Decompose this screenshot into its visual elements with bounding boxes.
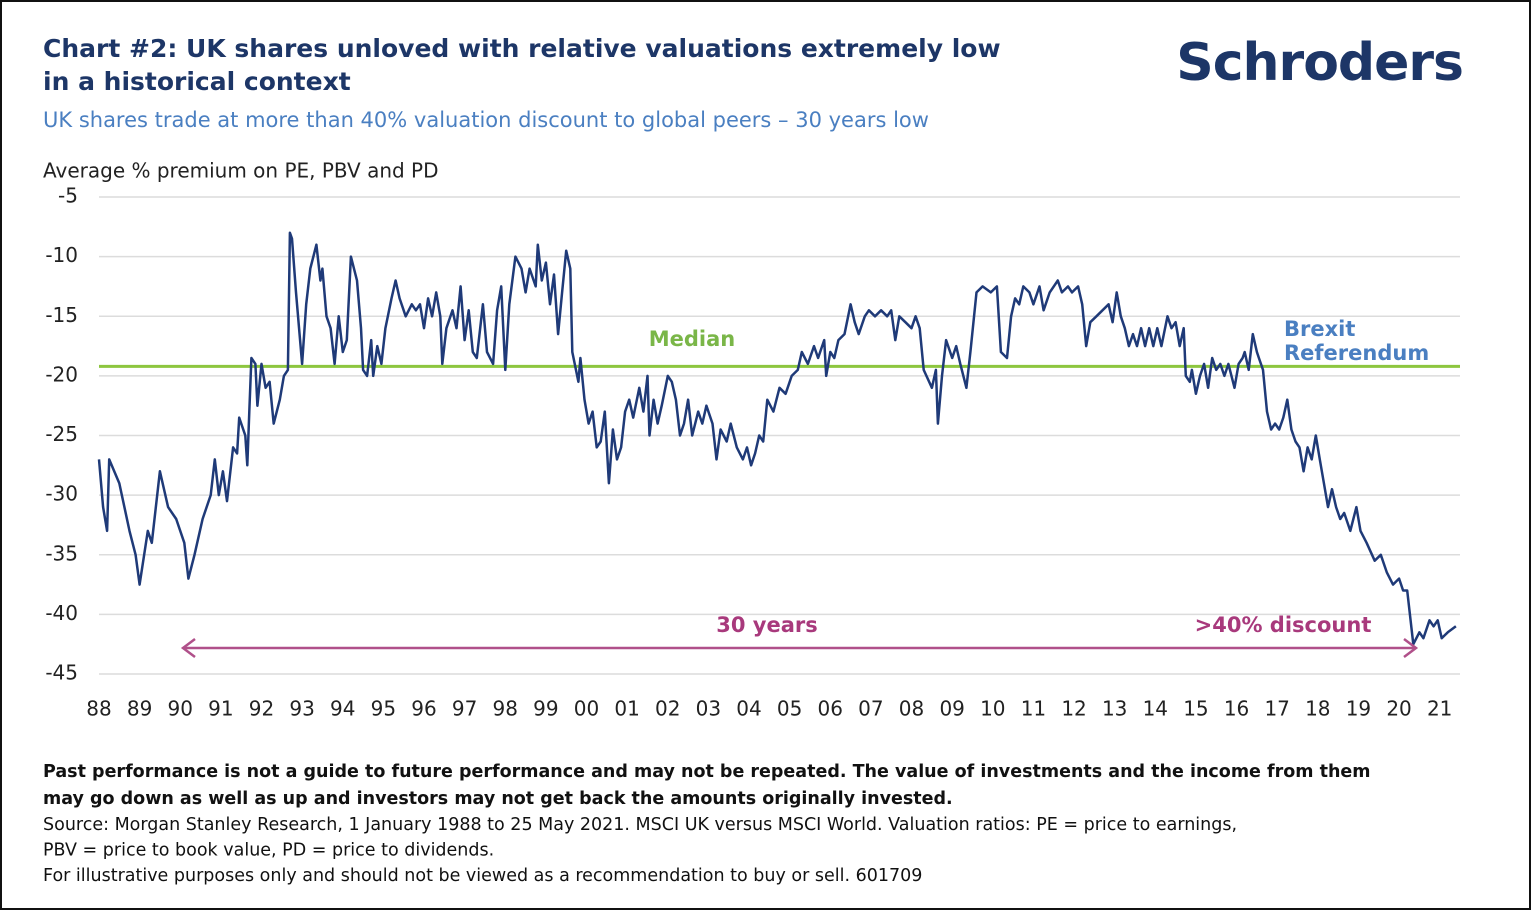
annotation: >40% discount <box>1195 613 1372 637</box>
x-tick-label: 00 <box>574 697 599 721</box>
chart-title: Chart #2: UK shares unloved with relativ… <box>43 34 1001 63</box>
source-note: PBV = price to book value, PD = price to… <box>43 841 494 861</box>
x-tick-label: 04 <box>736 697 761 721</box>
disclaimer: may go down as well as up and investors … <box>43 789 953 809</box>
arrow-head <box>180 638 196 658</box>
x-tick-label: 05 <box>777 697 802 721</box>
x-tick-label: 10 <box>980 697 1005 721</box>
y-tick-label: -25 <box>45 422 78 446</box>
x-tick-label: 94 <box>330 697 355 721</box>
x-tick-label: 12 <box>1061 697 1086 721</box>
x-tick-label: 16 <box>1224 697 1249 721</box>
subtitle: UK shares trade at more than 40% valuati… <box>43 108 929 132</box>
x-tick-label: 18 <box>1305 697 1330 721</box>
chart-title: in a historical context <box>43 67 351 96</box>
y-tick-label: -10 <box>45 243 78 267</box>
x-tick-label: 17 <box>1264 697 1289 721</box>
x-tick-label: 09 <box>939 697 964 721</box>
x-tick-label: 92 <box>249 697 274 721</box>
y-tick-label: -5 <box>58 184 78 208</box>
annotation: Referendum <box>1284 341 1429 365</box>
x-tick-label: 88 <box>86 697 111 721</box>
x-tick-label: 98 <box>493 697 518 721</box>
data-line <box>97 231 1457 646</box>
x-tick-label: 11 <box>1021 697 1046 721</box>
x-tick-label: 91 <box>208 697 233 721</box>
y-tick-label: -20 <box>45 362 78 386</box>
x-tick-label: 13 <box>1102 697 1127 721</box>
x-tick-label: 19 <box>1346 697 1371 721</box>
x-tick-label: 89 <box>127 697 152 721</box>
x-tick-label: 93 <box>289 697 314 721</box>
x-tick-label: 14 <box>1143 697 1168 721</box>
disclaimer: Past performance is not a guide to futur… <box>43 762 1371 782</box>
annotation: Brexit <box>1284 317 1355 341</box>
x-tick-label: 15 <box>1183 697 1208 721</box>
y-tick-label: -15 <box>45 303 78 327</box>
x-tick-label: 95 <box>371 697 396 721</box>
x-tick-label: 06 <box>818 697 843 721</box>
x-tick-label: 08 <box>899 697 924 721</box>
source-note: For illustrative purposes only and shoul… <box>43 866 922 886</box>
annotation: 30 years <box>716 613 818 637</box>
y-tick-label: -30 <box>45 482 78 506</box>
y-axis-label: Average % premium on PE, PBV and PD <box>43 159 439 183</box>
x-tick-label: 01 <box>614 697 639 721</box>
arrow-head <box>1403 638 1419 658</box>
x-tick-label: 20 <box>1386 697 1411 721</box>
source-note: Source: Morgan Stanley Research, 1 Janua… <box>43 815 1237 835</box>
x-tick-label: 96 <box>411 697 436 721</box>
x-tick-label: 21 <box>1427 697 1452 721</box>
x-tick-label: 99 <box>533 697 558 721</box>
annotation: Median <box>649 327 736 351</box>
y-tick-label: -45 <box>45 661 78 685</box>
y-tick-label: -40 <box>45 601 78 625</box>
x-tick-label: 07 <box>858 697 883 721</box>
y-tick-label: -35 <box>45 541 78 565</box>
x-tick-label: 02 <box>655 697 680 721</box>
x-tick-label: 03 <box>696 697 721 721</box>
x-tick-label: 90 <box>168 697 193 721</box>
logo: Schroders <box>1176 33 1463 93</box>
x-tick-label: 97 <box>452 697 477 721</box>
